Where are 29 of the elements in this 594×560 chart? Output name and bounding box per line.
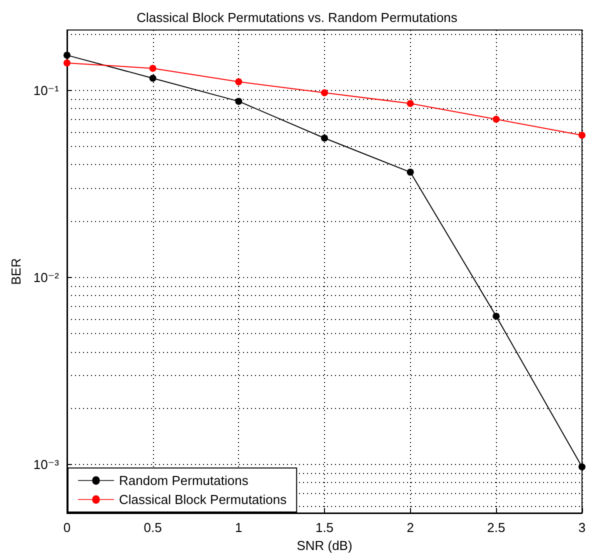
legend-label: Classical Block Permutations (119, 492, 288, 507)
point (321, 134, 328, 142)
x-tick-label: 0 (63, 520, 71, 535)
point (64, 52, 70, 59)
y-axis-title: BER (8, 258, 24, 285)
legend-label: Random Permutations (119, 473, 249, 488)
y-tick-label: 10⁻² (33, 270, 60, 285)
y-tick-label: 10⁻³ (33, 456, 60, 472)
x-tick-label: 2.5 (487, 520, 506, 535)
point (492, 116, 500, 123)
point (64, 59, 70, 66)
point (149, 74, 156, 82)
point (406, 168, 414, 176)
x-tick-label: 0.5 (144, 520, 162, 535)
point (578, 463, 586, 470)
x-tick-label: 1.5 (315, 520, 334, 535)
chart-title: Classical Block Permutations vs. Random Permutations (136, 10, 458, 25)
y-tick-label: 10⁻¹ (33, 82, 60, 98)
point (235, 78, 242, 86)
x-tick-label: 3 (578, 520, 586, 535)
x-tick-label: 2 (406, 520, 414, 535)
point (235, 98, 242, 105)
x-tick-label: 1 (235, 520, 242, 535)
point (406, 100, 414, 107)
point (492, 312, 500, 320)
point (149, 64, 156, 72)
point (321, 89, 328, 96)
point (578, 132, 586, 139)
x-axis-title: SNR (dB) (296, 538, 352, 553)
